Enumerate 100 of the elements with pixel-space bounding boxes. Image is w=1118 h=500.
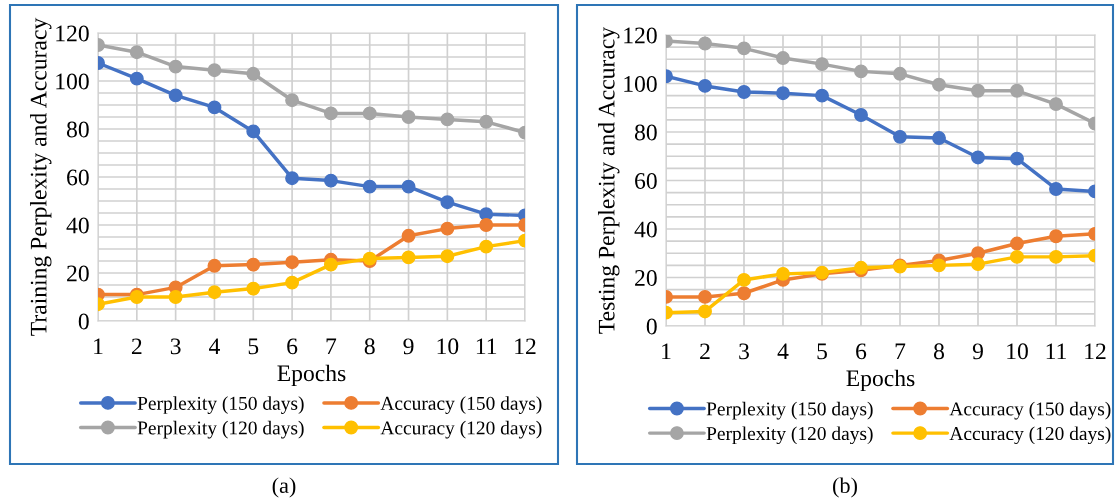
y-tick-label: 20 [67,265,89,282]
x-tick-label: 8 [934,343,944,360]
x-tick-label: 5 [817,343,827,360]
x-tick-label: 12 [1085,343,1106,360]
x-axis-title: Epochs [846,369,915,392]
legend-label: Accuracy (150 days) [949,401,1111,420]
point [246,257,261,272]
x-tick-label: 2 [131,338,142,355]
x-tick-label: 3 [170,338,181,355]
point [285,275,300,290]
y-tick-label: 80 [634,124,657,141]
point [129,71,144,86]
point [698,36,712,51]
x-tick-label: 8 [364,338,375,355]
text: (b) [833,477,857,498]
x-tick-label: 7 [895,343,906,360]
x-tick-label: 10 [437,338,459,355]
legend-label: Perplexity (150 days) [706,401,873,420]
point [401,110,416,124]
x-tick-label: 3 [739,343,749,360]
y-axis-title: Testing Perplexity and Accuracy [597,27,620,334]
point [401,228,416,243]
x-tick-label: 11 [1046,343,1066,360]
point [246,281,261,296]
y-axis-title: Training Perplexity and Accuracy [29,17,52,336]
point [776,86,790,101]
y-tick-label: 120 [56,25,89,42]
x-tick-label: 10 [1007,343,1028,360]
point [698,304,712,319]
point [168,59,183,74]
point [932,131,946,146]
x-tick-label: 1 [662,343,671,360]
y-tick-label: 60 [635,172,657,189]
point [815,88,829,103]
legend-label: Perplexity (120 days) [137,420,304,439]
point [323,106,338,121]
legend-label: Accuracy (150 days) [380,396,542,414]
y-tick-label: 0 [646,318,657,335]
point [854,108,868,122]
x-tick-label: 5 [248,338,259,355]
x-tick-label: 6 [287,338,298,355]
x-tick-label: 9 [972,343,983,360]
point [207,285,222,300]
point [737,272,751,287]
point [479,218,494,232]
point [207,258,222,273]
y-tick-label: 40 [634,221,657,238]
x-axis-title: Epochs [277,364,346,387]
point [285,93,300,108]
point [932,258,946,273]
x-tick-label: 9 [403,338,414,355]
y-tick-label: 100 [624,75,657,92]
point [971,83,985,98]
point [971,150,985,165]
point [971,257,985,272]
point [440,249,455,264]
point [362,106,377,121]
point [479,239,494,254]
y-tick-label: 20 [635,269,657,286]
point [207,100,222,115]
x-tick-label: 1 [94,338,103,355]
y-tick-label: 40 [66,217,89,234]
x-tick-label: 11 [476,338,497,355]
y-tick-label: 80 [66,121,89,138]
point [323,257,338,272]
point [440,195,455,210]
point [737,85,751,99]
point [362,179,377,194]
point [323,173,338,188]
point [285,255,300,270]
point [1010,249,1024,264]
y-tick-label: 120 [624,27,657,44]
text: (a) [272,477,296,498]
point [246,124,261,139]
point [776,266,790,281]
point [1049,229,1063,244]
point [1049,97,1063,112]
x-tick-label: 4 [777,343,789,360]
point [698,78,712,93]
x-tick-label: 4 [209,338,220,355]
x-tick-label: 7 [326,338,337,355]
point [440,112,455,127]
y-tick-label: 60 [67,169,89,186]
x-tick-label: 2 [700,343,710,360]
point [285,171,300,186]
y-tick-label: 0 [78,313,89,330]
point [1049,249,1063,264]
point [207,63,222,78]
x-tick-label: 12 [515,338,536,355]
point [1010,151,1024,166]
point [737,286,751,301]
point [401,250,416,265]
point [1010,236,1024,251]
legend-label: Perplexity (120 days) [706,426,873,445]
point [893,129,907,144]
point [815,57,829,72]
point [737,41,751,56]
point [479,114,494,129]
point [440,221,455,236]
point [932,77,946,92]
